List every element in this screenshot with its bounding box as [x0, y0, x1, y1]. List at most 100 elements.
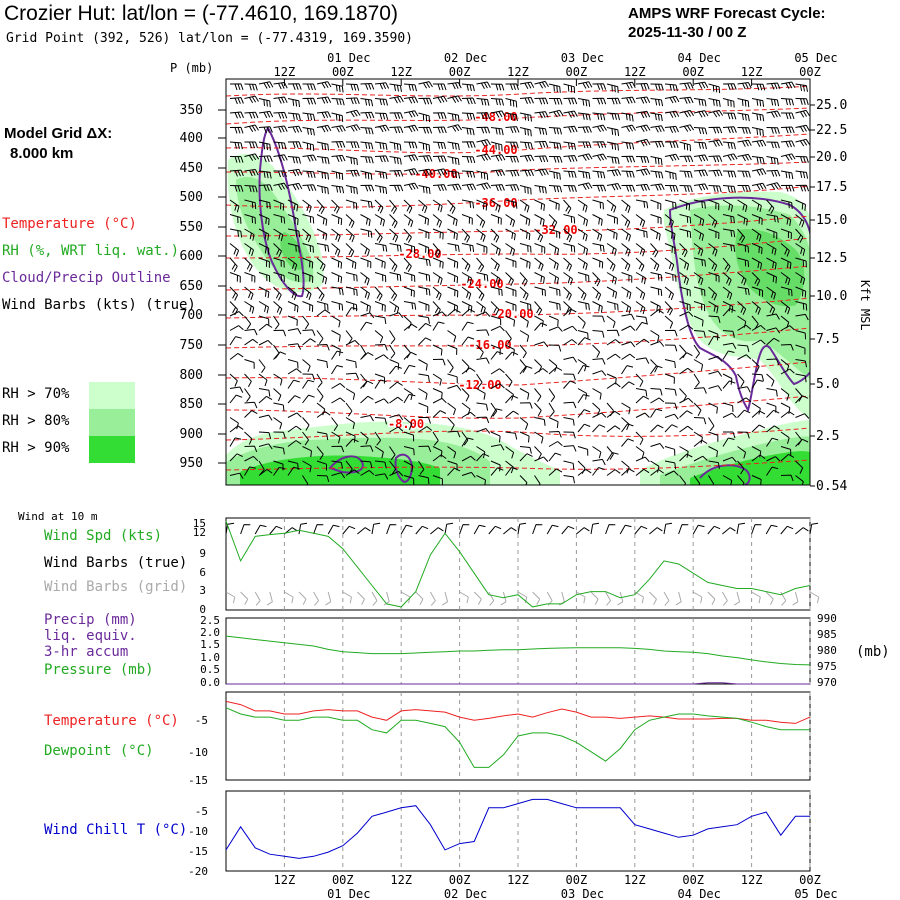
- wind-barb: [432, 286, 442, 301]
- wind-barb: [534, 456, 549, 462]
- wind-barb: [563, 97, 578, 105]
- wind-barb: [635, 431, 644, 446]
- wind-barb: [432, 272, 443, 285]
- wind-barb: [693, 373, 700, 388]
- wind-barb: [418, 388, 428, 400]
- wind-barb: [229, 373, 238, 387]
- wind-barb: [563, 325, 578, 332]
- wind-barb: [766, 98, 780, 107]
- wind-barb: [476, 329, 490, 336]
- wind-barb: [693, 455, 708, 462]
- wind-barb: [780, 81, 796, 89]
- wind-barb: [708, 286, 718, 301]
- wind-barb: [664, 329, 678, 337]
- wind-barb: [650, 98, 664, 107]
- wind-barb: [476, 153, 491, 162]
- wind-barb: [621, 272, 633, 283]
- wind-barb: [490, 214, 502, 225]
- wind-barb: [432, 199, 443, 213]
- wind-barb: [476, 373, 483, 388]
- pressure-line: [225, 635, 811, 666]
- wind-barb: [287, 228, 301, 238]
- wind-barb: [389, 470, 404, 477]
- wind-barb: [534, 301, 543, 316]
- wind-barb: [273, 82, 288, 90]
- wind-barb: [244, 315, 252, 330]
- wind-barb: [563, 308, 577, 317]
- wind-barb: [766, 228, 778, 240]
- wind-barb: [298, 522, 308, 535]
- wind-barb: [273, 214, 286, 224]
- wind-barb: [795, 83, 808, 92]
- wind-barb: [650, 243, 659, 258]
- wind-barb: [418, 359, 428, 371]
- wind-barb: [258, 199, 271, 209]
- bottom-time-tick-label: 00Z: [799, 873, 821, 887]
- wind-barb: [534, 214, 545, 227]
- wind-barb: [418, 417, 431, 424]
- wind-barb: [795, 460, 804, 474]
- wind-barb: [360, 214, 371, 227]
- wind-barb: [461, 321, 474, 331]
- wind-barb: [302, 394, 315, 404]
- height-tick-label: 2.5: [816, 429, 839, 444]
- wind-barb: [664, 199, 677, 210]
- wind-barb: [403, 243, 416, 254]
- wind-barb: [563, 125, 578, 133]
- wind-barb: [229, 301, 239, 316]
- wind-barb: [606, 97, 621, 105]
- wind-barb: [403, 417, 413, 430]
- wind-barb: [442, 591, 449, 606]
- wind-barb: [519, 169, 534, 177]
- wind-barb: [476, 416, 490, 424]
- wind-barb: [447, 257, 459, 269]
- wind-barb: [708, 315, 721, 324]
- wind-barb: [389, 312, 404, 319]
- wind-barb: [621, 124, 636, 133]
- wind-barb: [766, 169, 781, 177]
- wind-barb: [809, 329, 810, 331]
- wind-barb: [418, 97, 433, 105]
- wind-barb: [476, 81, 491, 89]
- wind-barb: [432, 112, 447, 119]
- wind-barb: [563, 110, 578, 118]
- wind-barb: [650, 359, 658, 373]
- wind-barb: [577, 214, 588, 227]
- wind-barb: [360, 301, 371, 313]
- wind-barb: [473, 524, 486, 535]
- wind-barb: [519, 402, 533, 409]
- wind-barb: [505, 467, 518, 476]
- wind-barb: [374, 112, 389, 120]
- wind-barb: [737, 139, 752, 147]
- wind-barb: [386, 524, 397, 535]
- wind-barb: [447, 243, 460, 252]
- height-tick-label: 7.5: [816, 332, 839, 347]
- wind-barb: [678, 524, 689, 535]
- time-tick-label: 12Z: [507, 65, 529, 79]
- wind-barb: [635, 301, 646, 315]
- wind-barb: [679, 243, 688, 258]
- wind-barb: [664, 214, 674, 228]
- wind-barb: [505, 446, 515, 459]
- wind-barb: [592, 330, 605, 338]
- wind-barb: [737, 373, 745, 388]
- wind-barb: [476, 344, 484, 359]
- wind-barb: [287, 141, 302, 148]
- wind-barb: [302, 431, 310, 446]
- wind-barb: [722, 272, 732, 286]
- wind-barb: [792, 591, 799, 606]
- wind-barb: [374, 214, 385, 227]
- wind-barb: [592, 214, 603, 226]
- wind-barb: [273, 373, 283, 386]
- wind-barb: [708, 335, 720, 346]
- wind-barb: [360, 380, 374, 389]
- wind-barb: [592, 315, 605, 323]
- height-tick-label: 22.5: [816, 123, 847, 138]
- wind-barb: [258, 469, 273, 476]
- wind-barb: [298, 591, 307, 605]
- wind-barb: [331, 397, 346, 404]
- wind-barb: [505, 395, 519, 404]
- wind-barb: [737, 460, 745, 475]
- wind-barb: [389, 426, 404, 433]
- wind-barb: [693, 81, 709, 89]
